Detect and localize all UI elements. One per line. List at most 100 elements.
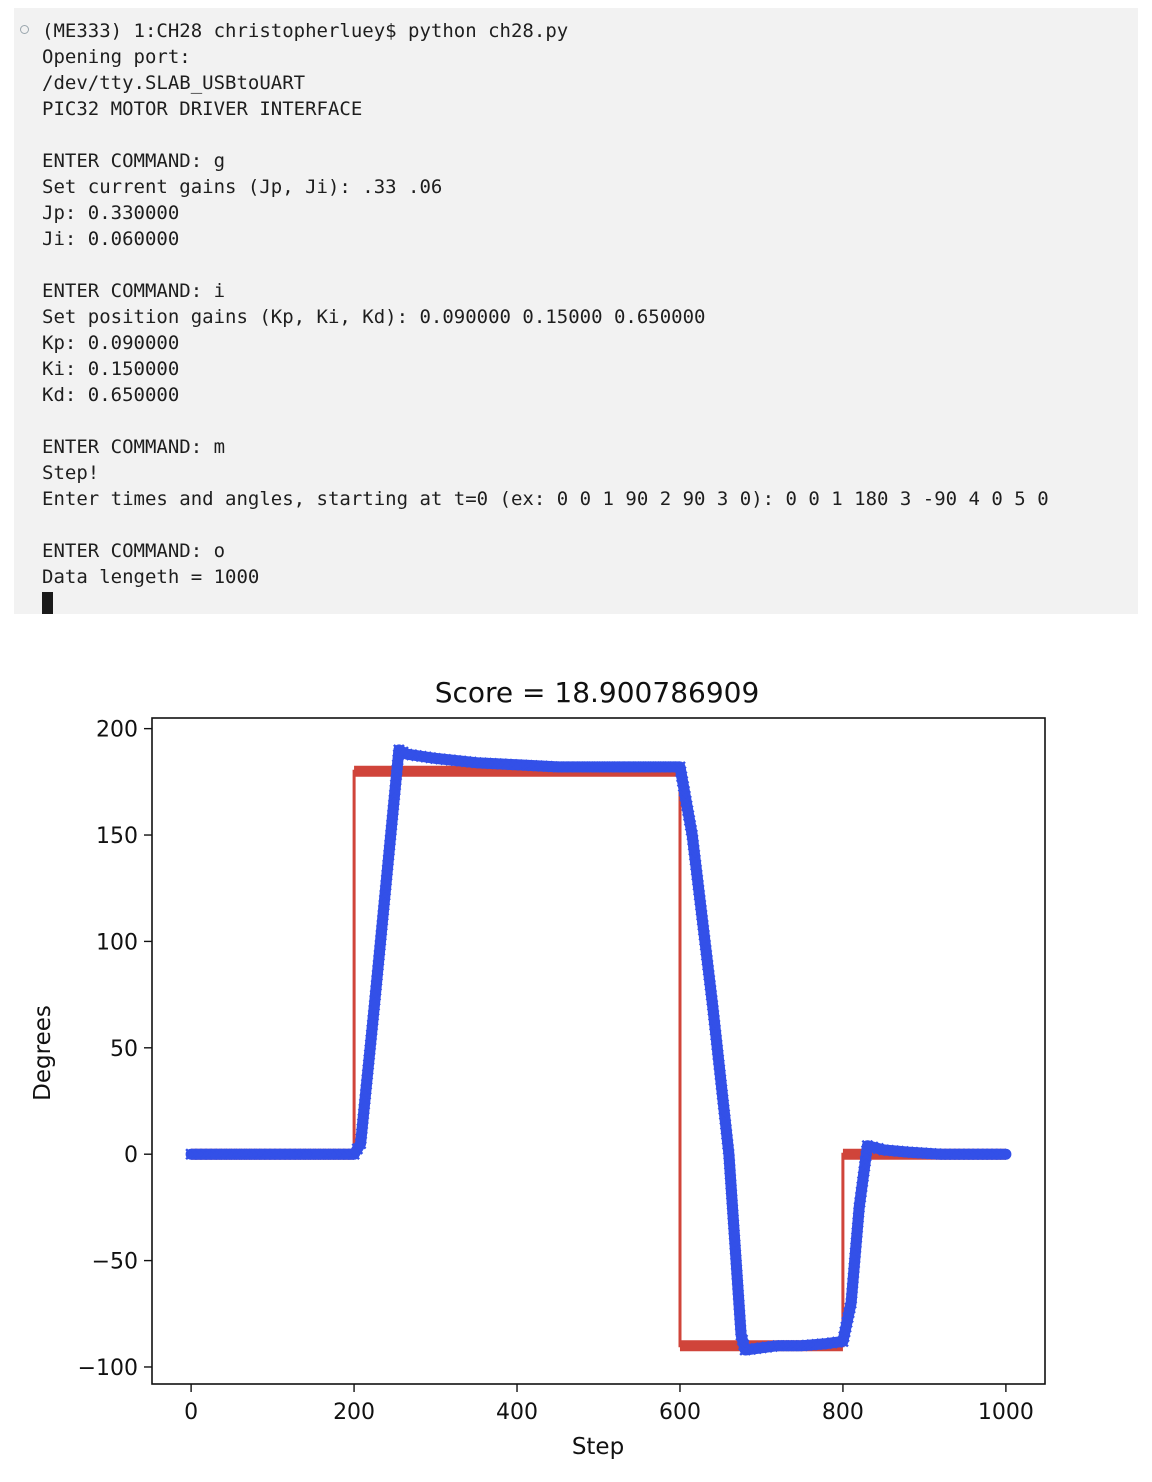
measured-point-marker (786, 1339, 799, 1352)
measured-point-marker (343, 1148, 355, 1161)
terminal-line: Data lengeth = 1000 (42, 566, 260, 588)
measured-point-marker (209, 1148, 222, 1161)
measured-line (185, 744, 1012, 1356)
measured-point-marker (274, 1148, 286, 1161)
terminal-window[interactable]: (ME333) 1:CH28 christopherluey$ python c… (14, 8, 1138, 614)
measured-point-marker (995, 1148, 1008, 1161)
y-tick-label: 50 (110, 1037, 138, 1062)
measured-point-marker (920, 1147, 933, 1160)
y-tick-label: 100 (96, 930, 138, 955)
measured-point-marker (224, 1148, 237, 1161)
measured-point-marker (229, 1148, 242, 1161)
terminal-line: ENTER COMMAND: i (42, 280, 226, 302)
measured-point-marker (338, 1148, 351, 1161)
y-tick-label: 200 (96, 718, 138, 743)
measured-point-marker (219, 1148, 232, 1161)
y-axis-label: Degrees (30, 1005, 56, 1101)
measured-point-marker (318, 1148, 331, 1161)
terminal-line: Set current gains (Jp, Ji): .33 .06 (42, 176, 443, 198)
terminal-line: Kd: 0.650000 (42, 384, 180, 406)
terminal-line (42, 122, 1049, 148)
x-axis-label: Step (572, 1434, 624, 1460)
x-tick-label: 200 (333, 1400, 375, 1425)
measured-point-marker (916, 1147, 928, 1159)
measured-point-marker (200, 1148, 212, 1161)
measured-point-marker (185, 1148, 197, 1161)
terminal-line: Kp: 0.090000 (42, 332, 180, 354)
step-response-plot: Score = 18.900786909 0 200 400 600 800 1000 2… (30, 676, 1046, 1460)
plot-frame (151, 717, 1046, 1385)
measured-point-marker (298, 1148, 311, 1161)
terminal-line: ENTER COMMAND: o (42, 540, 226, 562)
terminal-line: ENTER COMMAND: m (42, 436, 226, 458)
measured-point-marker (958, 1148, 970, 1161)
measured-point-marker (244, 1148, 257, 1161)
measured-point-marker (930, 1148, 942, 1160)
measured-point-marker (962, 1148, 975, 1161)
terminal-line (42, 408, 1049, 434)
terminal-line: (ME333) 1:CH28 christopherluey$ python c… (42, 20, 569, 42)
measured-point-marker (771, 1339, 784, 1352)
measured-point-marker (925, 1147, 938, 1160)
x-tick-label: 400 (496, 1400, 538, 1425)
measured-point-marker (776, 1339, 789, 1352)
measured-point-marker (288, 1148, 301, 1161)
measured-point-marker (323, 1148, 336, 1161)
measured-point-marker (313, 1148, 326, 1161)
reference-line (191, 769, 1006, 1348)
prompt-status-icon (20, 25, 29, 34)
x-tick-label: 800 (822, 1400, 864, 1425)
measured-point-marker (190, 1148, 202, 1161)
terminal-line: Opening port: (42, 46, 191, 68)
measured-point-marker (967, 1148, 980, 1161)
measured-point-marker (239, 1148, 252, 1161)
measured-point-marker (333, 1148, 346, 1161)
terminal-line: ENTER COMMAND: g (42, 150, 226, 172)
terminal-input-line[interactable] (42, 590, 1049, 616)
terminal-line (42, 252, 1049, 278)
y-tick-label: −100 (78, 1356, 138, 1381)
measured-point-marker (328, 1148, 341, 1161)
measured-point-marker (284, 1148, 296, 1161)
measured-point-marker (348, 1148, 360, 1161)
measured-point-marker (308, 1148, 321, 1161)
terminal-line: Step! (42, 462, 100, 484)
terminal-line: PIC32 MOTOR DRIVER INTERFACE (42, 98, 363, 120)
measured-point-marker (976, 1148, 989, 1161)
measured-point-marker (934, 1148, 947, 1161)
x-axis-ticks: 0 200 400 600 800 1000 (184, 1384, 1034, 1425)
measured-point-marker (791, 1339, 804, 1352)
measured-point-marker (293, 1148, 306, 1161)
measured-point-marker (264, 1148, 276, 1161)
y-tick-label: −50 (92, 1250, 138, 1275)
x-tick-label: 0 (184, 1400, 198, 1425)
terminal-line: Set position gains (Kp, Ki, Kd): 0.09000… (42, 306, 706, 328)
measured-point-marker (303, 1148, 316, 1161)
measured-point-marker (944, 1148, 956, 1161)
terminal-line: Enter times and angles, starting at t=0 … (42, 488, 1049, 510)
measured-point-marker (906, 1146, 919, 1159)
terminal-output: (ME333) 1:CH28 christopherluey$ python c… (42, 18, 1049, 616)
measured-point-marker (902, 1146, 914, 1158)
measured-point-marker (939, 1148, 952, 1161)
terminal-line: Ji: 0.060000 (42, 228, 180, 250)
measured-point-marker (981, 1148, 994, 1161)
measured-point-marker (254, 1148, 267, 1161)
measured-point-marker (234, 1148, 247, 1161)
y-axis-ticks: 200 150 100 50 0 −50 −100 (78, 718, 152, 1381)
measured-point-marker (986, 1148, 998, 1161)
measured-point-marker (990, 1148, 1003, 1161)
measured-point-marker (948, 1148, 961, 1161)
measured-point-marker (911, 1146, 924, 1159)
plot-series (185, 744, 1012, 1356)
measured-point-marker (195, 1148, 207, 1161)
x-tick-label: 1000 (978, 1400, 1034, 1425)
measured-point-marker (249, 1148, 262, 1161)
measured-point-marker (279, 1148, 291, 1161)
y-tick-label: 0 (124, 1143, 138, 1168)
text-cursor (42, 592, 53, 614)
x-tick-label: 600 (659, 1400, 701, 1425)
terminal-line: Jp: 0.330000 (42, 202, 180, 224)
measured-point-marker (205, 1148, 217, 1161)
measured-point-marker (214, 1148, 227, 1161)
